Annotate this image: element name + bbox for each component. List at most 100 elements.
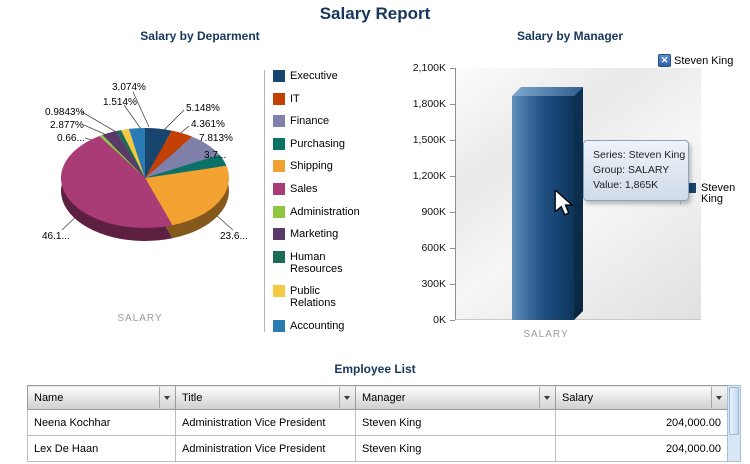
salary-by-department-pie <box>61 128 229 241</box>
legend-swatch <box>273 160 285 173</box>
cell-name: Neena Kochhar <box>27 409 176 436</box>
legend-label: Purchasing <box>290 137 346 150</box>
chevron-down-icon <box>344 395 350 400</box>
legend-item-marketing[interactable]: Marketing <box>273 228 362 241</box>
y-axis-tick-label: 600K <box>421 242 446 254</box>
legend-label: Accounting <box>290 319 345 332</box>
table-scrollbar-thumb[interactable] <box>729 387 739 435</box>
pie-slice-shipping[interactable] <box>145 165 229 226</box>
bar-legend-item[interactable]: Steven King <box>680 183 743 205</box>
legend-swatch <box>273 182 285 195</box>
filter-chip-label: Steven King <box>674 54 734 67</box>
pie-legend: Executive IT Finance Purchasing Shipping Sale… <box>264 70 362 332</box>
legend-label: Human Resources <box>290 250 343 275</box>
cell-salary: 204,000.00 <box>555 409 728 436</box>
legend-item-public-relations[interactable]: Public Relations <box>273 285 362 309</box>
pie-slice-public-relations[interactable] <box>121 128 145 178</box>
legend-item-it[interactable]: IT <box>273 92 362 105</box>
legend-swatch <box>273 228 285 241</box>
cell-title: Administration Vice President <box>175 435 356 462</box>
bar-legend-label: Steven King <box>701 182 736 205</box>
legend-swatch <box>273 137 285 150</box>
y-axis-tick-mark <box>450 140 455 141</box>
column-filter-dropdown-button[interactable] <box>711 387 726 408</box>
pie-slice-purchasing[interactable] <box>145 154 227 178</box>
y-axis-tick-label: 1,800K <box>412 98 446 110</box>
column-header-label: Salary <box>562 391 594 404</box>
table-row[interactable]: Neena Kochhar Administration Vice Preside… <box>27 409 728 436</box>
column-header-manager[interactable]: Manager <box>355 385 556 410</box>
tooltip-group-line: Group: SALARY <box>593 164 670 176</box>
pie-slice-finance[interactable] <box>145 136 220 178</box>
employee-table: Name Title Manager Salary Neena Kochhar Admi… <box>27 385 728 462</box>
cell-title: Administration Vice President <box>175 409 356 436</box>
table-scrollbar[interactable] <box>727 385 741 462</box>
pie-slice-marketing[interactable] <box>102 131 145 178</box>
column-header-label: Name <box>34 391 64 404</box>
legend-item-shipping[interactable]: Shipping <box>273 160 362 173</box>
chevron-down-icon <box>544 395 550 400</box>
pie-chart-title: Salary by Deparment <box>140 29 260 43</box>
y-axis-tick-mark <box>450 68 455 69</box>
employee-table-header-row: Name Title Manager Salary <box>27 385 728 410</box>
column-header-name[interactable]: Name <box>27 385 176 410</box>
column-filter-dropdown-button[interactable] <box>539 387 554 408</box>
pie-group-axis-label: SALARY <box>117 313 163 324</box>
column-header-title[interactable]: Title <box>175 385 356 410</box>
legend-swatch <box>273 319 285 332</box>
column-header-label: Title <box>182 391 203 404</box>
pie-slice-human-resources[interactable] <box>116 130 145 178</box>
cell-manager: Steven King <box>355 409 556 436</box>
legend-swatch <box>273 285 285 298</box>
pie-slice-accounting[interactable] <box>128 128 145 178</box>
y-axis-tick-mark <box>450 104 455 105</box>
y-axis-tick-label: 900K <box>421 206 446 218</box>
legend-label: Marketing <box>290 228 339 241</box>
cell-manager: Steven King <box>355 435 556 462</box>
legend-item-human-resources[interactable]: Human Resources <box>273 250 362 275</box>
cell-name: Lex De Haan <box>27 435 176 462</box>
y-axis-tick-mark <box>450 176 455 177</box>
legend-label: Shipping <box>290 160 333 173</box>
legend-swatch <box>273 92 285 105</box>
legend-swatch <box>273 250 285 263</box>
legend-item-purchasing[interactable]: Purchasing <box>273 137 362 150</box>
close-icon[interactable]: ✕ <box>658 54 671 67</box>
tooltip-series-line: Series: Steven King <box>593 149 686 161</box>
bar-side-face <box>574 87 583 320</box>
bar-top-face <box>512 87 583 96</box>
legend-label: Administration <box>290 205 360 218</box>
legend-label: Finance <box>290 115 330 128</box>
legend-swatch <box>273 205 285 218</box>
legend-swatch <box>273 70 285 82</box>
pie-value-label-accounting: 3.074% <box>112 82 146 93</box>
y-axis-tick-label: 1,500K <box>412 134 446 146</box>
legend-item-administration[interactable]: Administration <box>273 205 362 218</box>
legend-item-executive[interactable]: Executive <box>273 70 362 82</box>
bar-tooltip: Series: Steven King Group: SALARY Value:… <box>583 140 689 201</box>
legend-label: Public Relations <box>290 285 336 310</box>
bar-chart-title: Salary by Manager <box>516 29 624 43</box>
bar-legend-swatch <box>686 183 696 193</box>
column-header-label: Manager <box>362 391 406 404</box>
column-header-salary[interactable]: Salary <box>555 385 728 410</box>
column-filter-dropdown-button[interactable] <box>159 387 174 408</box>
pie-slice-it[interactable] <box>145 130 193 178</box>
legend-swatch <box>273 115 285 128</box>
legend-item-sales[interactable]: Sales <box>273 182 362 195</box>
series-filter-chip[interactable]: ✕ Steven King <box>658 54 733 67</box>
y-axis-tick-label: 0K <box>433 314 446 326</box>
y-axis-tick-mark <box>450 284 455 285</box>
legend-item-finance[interactable]: Finance <box>273 115 362 128</box>
legend-label: Sales <box>290 182 318 195</box>
table-row[interactable]: Lex De Haan Administration Vice President… <box>27 435 728 462</box>
legend-item-accounting[interactable]: Accounting <box>273 319 362 332</box>
y-axis-tick-mark <box>450 320 455 321</box>
pie-slice-sales[interactable] <box>61 135 173 228</box>
pie-slice-administration[interactable] <box>99 134 145 178</box>
chevron-down-icon <box>164 395 170 400</box>
legend-label: Executive <box>290 70 338 82</box>
pie-slice-executive[interactable] <box>145 128 172 178</box>
column-filter-dropdown-button[interactable] <box>339 387 354 408</box>
